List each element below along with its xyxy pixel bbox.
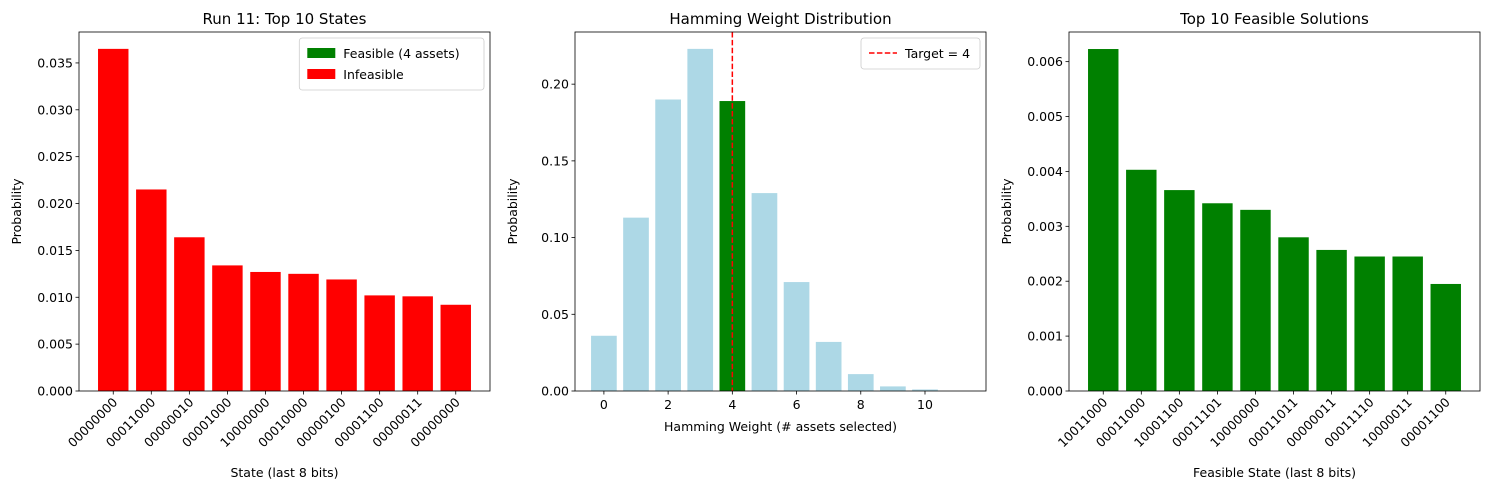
x-tick-label: 4 bbox=[728, 397, 736, 412]
y-tick-label: 0.035 bbox=[37, 55, 73, 70]
legend-swatch bbox=[307, 69, 336, 79]
bar-11 bbox=[912, 389, 938, 391]
y-tick-label: 0.05 bbox=[541, 307, 569, 322]
y-tick-label: 0.005 bbox=[1027, 109, 1063, 124]
bar-8 bbox=[1354, 256, 1385, 391]
bar-2 bbox=[623, 217, 649, 391]
bar-5 bbox=[1240, 209, 1271, 391]
bar-8 bbox=[815, 341, 842, 391]
y-axis-label: Probability bbox=[9, 178, 24, 245]
y-tick-label: 0.15 bbox=[541, 153, 569, 168]
bar-4 bbox=[687, 48, 714, 391]
bar-6 bbox=[288, 273, 319, 391]
bar-2 bbox=[1126, 169, 1157, 391]
bar-7 bbox=[326, 279, 357, 391]
x-tick-label: 0 bbox=[600, 397, 608, 412]
bar-2 bbox=[136, 189, 167, 391]
bar-3 bbox=[1164, 190, 1195, 391]
y-tick-label: 0.001 bbox=[1027, 329, 1063, 344]
y-tick-label: 0.004 bbox=[1027, 164, 1063, 179]
y-tick-label: 0.002 bbox=[1027, 274, 1063, 289]
x-tick-label: 6 bbox=[793, 397, 801, 412]
axes-frame bbox=[574, 31, 987, 392]
bar-9 bbox=[1392, 256, 1423, 391]
bar-5 bbox=[250, 271, 281, 391]
axes-frame bbox=[1068, 31, 1481, 392]
bar-3 bbox=[655, 99, 681, 391]
bar-4 bbox=[1202, 203, 1233, 391]
chart-title: Top 10 Feasible Solutions bbox=[1179, 10, 1369, 28]
y-tick-label: 0.00 bbox=[541, 384, 569, 399]
x-tick-label: 2 bbox=[664, 397, 672, 412]
legend-label: Target = 4 bbox=[904, 46, 970, 61]
chart-panel-1: 0.000 0.005 0.010 0.015 0.020 0.025 0.030 0.035… bbox=[9, 10, 491, 480]
x-tick-label: 10 bbox=[917, 397, 933, 412]
y-tick-label: 0.015 bbox=[37, 243, 73, 258]
bar-10 bbox=[1430, 283, 1461, 391]
x-axis-label: Feasible State (last 8 bits) bbox=[1193, 465, 1356, 480]
chart-title: Hamming Weight Distribution bbox=[669, 10, 891, 28]
legend: Target = 4 bbox=[860, 37, 981, 70]
bar-1 bbox=[98, 48, 129, 392]
y-tick-label: 0.020 bbox=[37, 196, 73, 211]
legend-box bbox=[298, 37, 485, 91]
bar-1 bbox=[591, 335, 617, 391]
legend: Feasible (4 assets) Infeasible bbox=[298, 37, 485, 91]
y-tick-label: 0.10 bbox=[541, 230, 569, 245]
axes-frame bbox=[78, 31, 491, 392]
y-tick-label: 0.030 bbox=[37, 102, 73, 117]
y-tick-label: 0.000 bbox=[37, 384, 73, 399]
legend-label: Feasible (4 assets) bbox=[343, 46, 459, 61]
x-axis-label: Hamming Weight (# assets selected) bbox=[664, 419, 897, 434]
bar-9 bbox=[847, 374, 874, 391]
y-tick-label: 0.010 bbox=[37, 290, 73, 305]
chart-panel-2: 0.00 0.05 0.10 0.15 0.20 0 2 4 6 8 10 Hamming Weigh… bbox=[505, 10, 987, 434]
y-tick-label: 0.005 bbox=[37, 337, 73, 352]
bar-1 bbox=[1088, 49, 1119, 392]
y-tick-label: 0.000 bbox=[1027, 384, 1063, 399]
y-tick-label: 0.006 bbox=[1027, 54, 1063, 69]
bar-3 bbox=[174, 237, 205, 391]
bar-9 bbox=[402, 296, 433, 391]
bar-7 bbox=[1316, 249, 1347, 391]
y-tick-label: 0.20 bbox=[541, 77, 569, 92]
legend-swatch bbox=[307, 48, 336, 58]
bar-6 bbox=[751, 193, 778, 391]
x-axis-label: State (last 8 bits) bbox=[230, 465, 338, 480]
bar-10 bbox=[880, 386, 906, 391]
bar-8 bbox=[364, 295, 395, 391]
x-tick-label: 8 bbox=[857, 397, 865, 412]
bar-10 bbox=[440, 304, 471, 391]
chart-title: Run 11: Top 10 States bbox=[203, 10, 367, 28]
legend-label: Infeasible bbox=[343, 67, 404, 82]
bar-6 bbox=[1278, 237, 1309, 391]
y-axis-label: Probability bbox=[999, 178, 1014, 245]
y-tick-label: 0.025 bbox=[37, 149, 73, 164]
y-axis-label: Probability bbox=[505, 178, 520, 245]
bar-7 bbox=[783, 282, 810, 391]
y-tick-label: 0.003 bbox=[1027, 219, 1063, 234]
bar-4 bbox=[212, 265, 243, 391]
chart-panel-3: 0.0000.0010.0020.0030.0040.0050.00610011… bbox=[999, 10, 1481, 480]
legend-box bbox=[860, 37, 981, 70]
